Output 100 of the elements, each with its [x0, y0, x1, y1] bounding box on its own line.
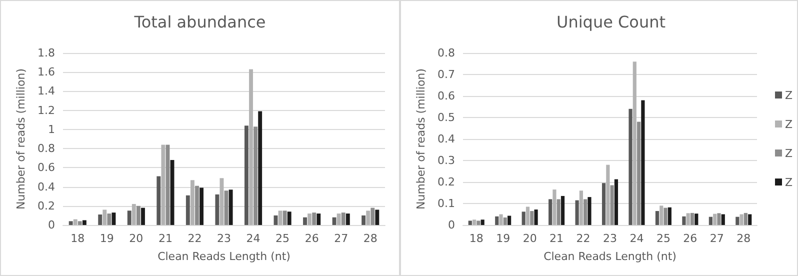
x-tick-label: 28 [736, 232, 751, 245]
bar [362, 215, 366, 225]
bar [694, 214, 698, 225]
bar [614, 179, 618, 225]
x-tick-label: 24 [630, 232, 644, 245]
bar [287, 212, 292, 225]
bar [508, 216, 512, 225]
bar [530, 211, 534, 225]
x-tick-label: 22 [188, 232, 202, 245]
bar [632, 62, 636, 225]
x-tick-label: 20 [522, 232, 537, 245]
x-tick-label: 21 [550, 232, 564, 245]
chart-title: Unique Count [556, 12, 666, 32]
x-tick-label: 26 [304, 232, 319, 245]
x-tick-label: 22 [576, 232, 590, 245]
y-tick-label: 0.3 [438, 154, 455, 167]
bar [606, 164, 610, 225]
bar [575, 200, 579, 225]
bar [472, 220, 476, 225]
bar [303, 217, 307, 225]
bar [278, 210, 282, 225]
y-tick-label: 1.4 [38, 84, 55, 98]
y-axis-title: Number of reads (million) [14, 68, 28, 210]
bar [602, 183, 606, 225]
bar [141, 208, 145, 225]
y-tick-label: 0.7 [438, 68, 455, 81]
bar [112, 212, 116, 225]
bar [503, 217, 507, 225]
y-tick-label: 1.6 [38, 66, 55, 79]
y-tick-label: 0.6 [38, 161, 55, 174]
bar [370, 208, 375, 225]
x-tick-label: 23 [603, 232, 617, 245]
bar [156, 176, 161, 225]
bar [641, 100, 645, 225]
x-tick-label: 28 [363, 232, 378, 245]
bar [228, 190, 233, 225]
bar [308, 214, 312, 225]
bar [107, 214, 112, 225]
x-axis-title: Clean Reads Length (nt) [158, 250, 290, 263]
y-tick-label: 0.8 [438, 46, 455, 60]
bar [588, 197, 592, 225]
bar [215, 194, 220, 225]
bar [366, 210, 370, 225]
bar [655, 211, 660, 225]
legend-label: Z [785, 176, 793, 189]
bar [744, 212, 748, 225]
bar [316, 214, 321, 225]
x-tick-label: 18 [70, 232, 85, 245]
bar [244, 126, 248, 225]
x-tick-label: 24 [246, 232, 260, 245]
bar [476, 220, 480, 225]
bar [375, 210, 380, 225]
bar [668, 207, 672, 225]
bar [628, 108, 632, 225]
bar [560, 196, 565, 225]
bar [341, 212, 346, 225]
bar [548, 199, 552, 225]
x-tick-label: 19 [496, 232, 510, 245]
y-tick-label: 1 [48, 122, 55, 136]
y-tick-label: 0.4 [38, 180, 55, 194]
x-tick-label: 19 [100, 232, 114, 245]
bar [664, 208, 668, 225]
y-tick-label: 1.2 [38, 104, 55, 117]
bar [78, 221, 82, 225]
bar [254, 126, 258, 225]
bar [186, 195, 190, 225]
bar [200, 188, 204, 225]
bar [102, 210, 107, 225]
bar [584, 199, 588, 225]
bar [258, 111, 262, 225]
bar [534, 210, 538, 225]
bar [332, 217, 336, 225]
bar [717, 213, 721, 225]
bar [136, 206, 140, 225]
bar [249, 69, 253, 225]
bar [526, 206, 530, 225]
bar [190, 180, 194, 225]
chart-title: Total abundance [133, 12, 266, 32]
y-tick-label: 0.5 [438, 111, 455, 124]
bar [736, 216, 740, 225]
y-tick-label: 0.2 [438, 176, 455, 188]
x-tick-label: 20 [129, 232, 144, 245]
y-tick-label: 0.1 [438, 197, 455, 210]
y-tick-label: 0 [48, 218, 55, 232]
bar [82, 220, 86, 225]
bar [686, 213, 690, 225]
bar [499, 214, 503, 225]
bar [552, 190, 556, 225]
bar [127, 210, 132, 225]
bar [748, 214, 752, 225]
bar [522, 212, 526, 225]
bar [682, 216, 686, 225]
y-tick-label: 0 [448, 218, 455, 232]
bar [740, 214, 744, 225]
bar [346, 214, 350, 225]
bar [495, 216, 499, 225]
y-tick-label: 0.8 [38, 142, 55, 156]
bar [132, 204, 136, 225]
legend-label: Z [785, 147, 793, 160]
bar [708, 216, 712, 225]
